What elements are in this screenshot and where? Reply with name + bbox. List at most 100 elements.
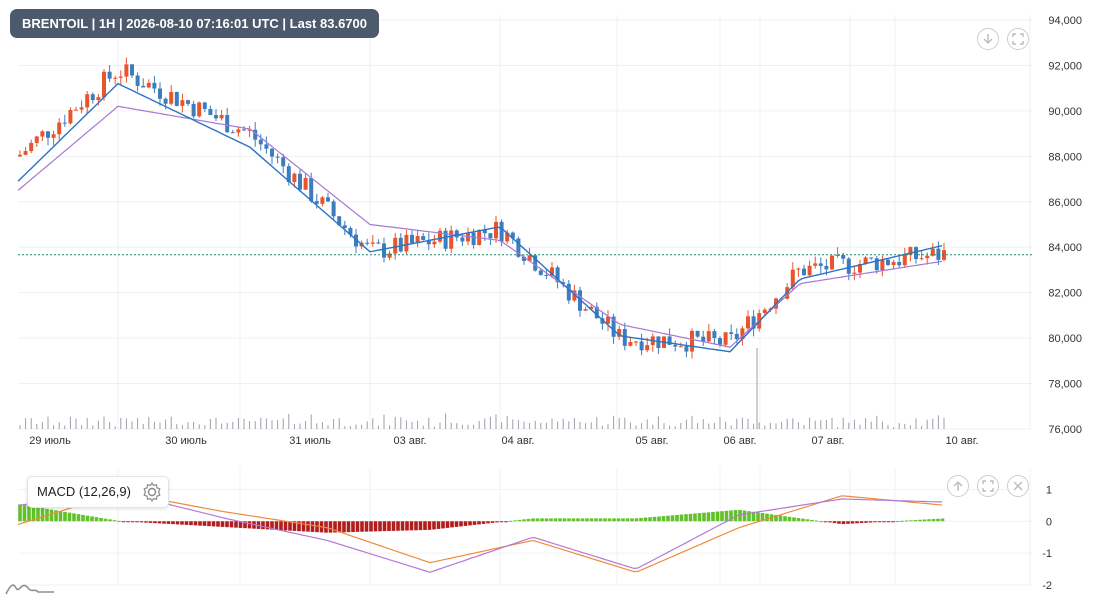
candle-body (589, 306, 594, 310)
macd-histogram-bar (940, 518, 945, 522)
macd-histogram-bar (247, 521, 252, 529)
macd-histogram-bar (238, 521, 243, 528)
candle-body (68, 110, 73, 124)
candle-body (432, 241, 437, 245)
candle-body (729, 332, 734, 334)
macd-histogram-bar (828, 521, 832, 523)
macd-histogram-bar (702, 512, 706, 522)
candle-body (645, 345, 650, 351)
candle-body (208, 109, 213, 116)
candle-body (863, 257, 868, 265)
candle-body (46, 131, 50, 138)
macd-histogram-bar (85, 515, 90, 522)
candle-body (684, 346, 689, 352)
x-tick-label: 06 авг. (724, 435, 757, 447)
candle-body (113, 77, 118, 79)
macd-histogram-bar (31, 506, 36, 522)
macd-histogram-bar (526, 518, 531, 522)
candle-body (807, 265, 812, 276)
candle-body (29, 142, 34, 152)
candle-body (471, 232, 476, 246)
macd-histogram-bar (918, 519, 922, 522)
fullscreen-icon[interactable] (1007, 28, 1029, 50)
macd-histogram-bar (738, 509, 742, 522)
macd-histogram-bar (58, 511, 63, 522)
macd-histogram-bar (400, 521, 405, 531)
candle-body (544, 274, 549, 276)
macd-histogram-bar (684, 514, 688, 522)
macd-histogram-bar (414, 521, 418, 531)
macd-histogram-bar (562, 518, 567, 522)
macd-indicator-label[interactable]: MACD (12,26,9) (27, 476, 169, 508)
gear-icon[interactable] (140, 480, 164, 504)
candle-body (348, 227, 353, 235)
macd-histogram-bar (742, 510, 747, 522)
symbol-header-text: BRENTOIL | 1H | 2026-08-10 07:16:01 UTC … (22, 16, 367, 31)
macd-histogram-bar (36, 507, 40, 522)
macd-histogram-bar (783, 516, 787, 522)
x-tick-label: 29 июль (29, 435, 71, 447)
macd-histogram-bar (891, 521, 895, 523)
macd-histogram-bar (108, 519, 112, 522)
candle-body (555, 267, 560, 283)
macd-histogram-bar (216, 521, 220, 527)
candle-body (415, 236, 420, 244)
macd-histogram (18, 504, 945, 533)
macd-histogram-bar (711, 511, 715, 522)
macd-histogram-bar (337, 521, 342, 533)
macd-histogram-bar (22, 505, 27, 522)
candle-body (79, 107, 84, 110)
move-up-icon[interactable] (947, 475, 969, 497)
macd-histogram-bar (720, 511, 724, 522)
macd-histogram-bar (733, 510, 738, 522)
macd-histogram-bar (463, 521, 468, 526)
candle-body (152, 82, 157, 89)
macd-histogram-bar (913, 520, 918, 522)
candle-body (393, 237, 398, 254)
candle-body (74, 109, 78, 111)
macd-histogram-bar (364, 521, 369, 532)
candle-body (583, 309, 588, 311)
candle-body (449, 230, 454, 249)
candle-body (701, 336, 706, 342)
candle-body (303, 177, 308, 190)
macd-histogram-bar (508, 520, 513, 522)
candle-body (594, 306, 599, 319)
macd-histogram-bar (634, 518, 639, 522)
macd-histogram-bar (517, 519, 522, 522)
x-tick-label: 31 июль (289, 435, 331, 447)
macd-histogram-bar (868, 521, 873, 523)
macd-histogram-bar (81, 514, 85, 522)
macd-histogram-bar (112, 520, 117, 522)
macd-histogram-bar (877, 521, 882, 523)
candle-body (510, 232, 515, 239)
candle-body (538, 270, 543, 275)
macd-histogram-bar (99, 517, 103, 522)
y-tick-label: 88,000 (1048, 151, 1082, 163)
candle-body (387, 253, 392, 258)
candle-body (331, 201, 336, 217)
candle-body (533, 255, 538, 271)
macd-histogram-bar (67, 512, 72, 522)
scroll-down-icon[interactable] (977, 28, 999, 50)
candle-body (841, 254, 846, 259)
macd-histogram-bar (130, 521, 135, 523)
candle-body (818, 263, 823, 266)
candle-body (57, 122, 62, 135)
candle-body (656, 336, 661, 349)
macd-histogram-bar (697, 513, 702, 522)
macd-histogram-bar (580, 518, 585, 522)
y-tick-label: 86,000 (1048, 197, 1082, 209)
macd-histogram-bar (598, 518, 603, 522)
macd-histogram-bar (373, 521, 378, 532)
macd-histogram-bar (846, 521, 850, 524)
panel-maximize-icon[interactable] (977, 475, 999, 497)
macd-histogram-bar (306, 521, 310, 532)
macd-histogram-bar (904, 520, 909, 522)
candle-body (158, 88, 162, 99)
candle-body (606, 316, 610, 324)
close-icon[interactable] (1007, 475, 1029, 497)
candle-body (298, 173, 302, 190)
